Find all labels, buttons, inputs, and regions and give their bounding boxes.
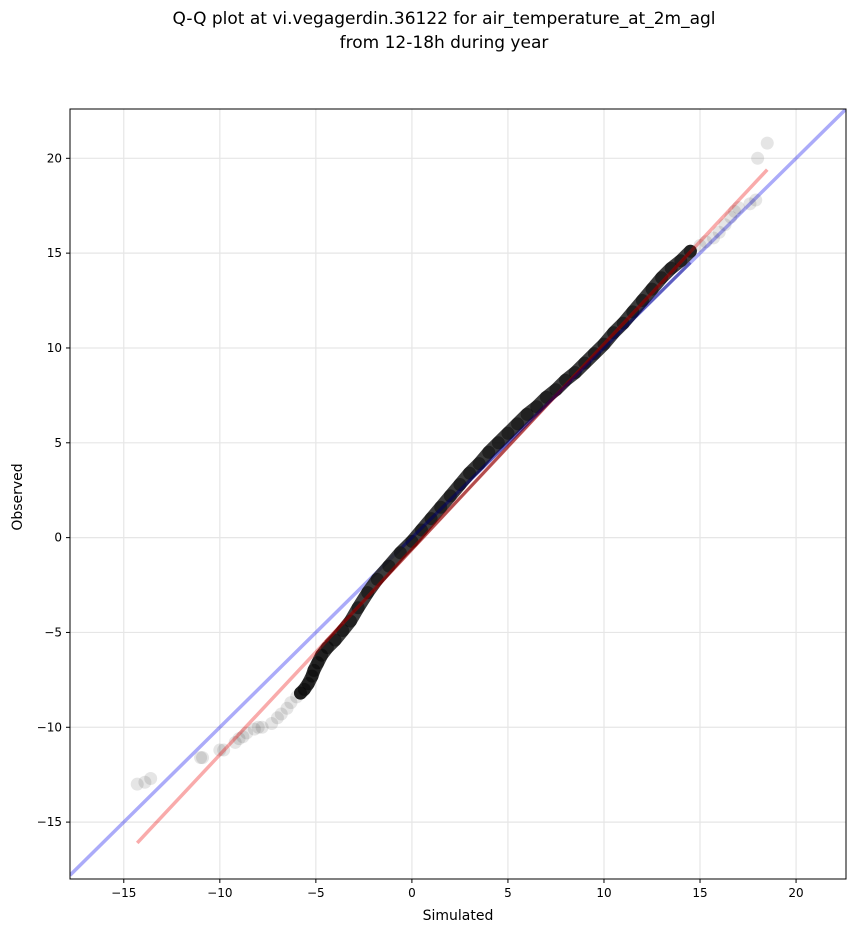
quantile-point: [511, 417, 525, 431]
y-tick-label: −15: [37, 815, 62, 829]
fit-line-overlay: [324, 250, 692, 643]
quantile-point: [274, 707, 288, 721]
y-tick-label: 10: [47, 341, 62, 355]
x-tick-label: −15: [111, 886, 136, 900]
y-axis-label: Observed: [10, 463, 26, 530]
quantile-point: [443, 489, 457, 503]
quantile-point: [311, 656, 325, 670]
quantile-point: [130, 777, 144, 791]
quantile-point: [749, 193, 763, 207]
quantile-point: [393, 546, 407, 560]
quantile-point: [265, 716, 279, 730]
chart-title-line-1: Q-Q plot at vi.vegagerdin.36122 for air_…: [172, 9, 715, 29]
quantile-point: [293, 686, 307, 700]
quantile-point: [320, 641, 334, 655]
plot-area: [70, 109, 846, 877]
quantile-point: [194, 751, 208, 765]
axis-ticks: −15 −10 −5 0 5 10 15 20 −15 −10 −5 0 5 10 15 20: [37, 151, 804, 900]
x-tick-label: 5: [504, 886, 512, 900]
y-tick-label: −5: [44, 625, 62, 639]
grid-lines: [70, 109, 846, 879]
quantile-point: [482, 445, 496, 459]
quantile-point: [217, 743, 231, 757]
quantile-point: [731, 201, 745, 215]
quantile-point: [196, 751, 210, 765]
quantile-point: [415, 523, 429, 537]
quantile-point: [724, 210, 738, 224]
quantile-point: [305, 669, 319, 683]
x-tick-label: −10: [207, 886, 232, 900]
quantile-point: [434, 500, 448, 514]
x-tick-label: 0: [408, 886, 416, 900]
quantile-point: [645, 282, 659, 296]
quantile-point: [501, 426, 515, 440]
quantile-point: [236, 730, 250, 744]
quantile-point: [491, 436, 505, 450]
quantile-point: [728, 204, 742, 218]
quantile-point: [712, 225, 726, 239]
quantile-point: [706, 231, 720, 245]
x-tick-label: 20: [788, 886, 803, 900]
quantile-point: [251, 720, 265, 734]
quantile-point: [213, 743, 227, 757]
quantile-point: [297, 682, 311, 696]
quantile-point: [760, 136, 774, 150]
quantile-point: [270, 711, 284, 725]
quantile-point: [718, 218, 732, 232]
quantile-point: [743, 197, 757, 211]
quantile-point: [453, 478, 467, 492]
x-tick-label: −5: [307, 886, 325, 900]
quantile-point: [361, 586, 375, 600]
quantile-point: [255, 720, 269, 734]
identity-line-overlay: [401, 261, 692, 549]
y-tick-label: 0: [54, 531, 62, 545]
quantile-point: [693, 239, 707, 253]
quantile-point: [284, 696, 298, 710]
quantile-point: [290, 690, 304, 704]
x-axis-label: Simulated: [423, 908, 494, 924]
quantile-point: [315, 648, 329, 662]
quantile-point: [463, 466, 477, 480]
quantile-point: [530, 400, 544, 414]
quantile-point: [280, 701, 294, 715]
quantile-point: [635, 294, 649, 308]
x-tick-label: 15: [692, 886, 707, 900]
y-tick-label: 20: [47, 151, 62, 165]
y-tick-label: −10: [37, 720, 62, 734]
chart-title-line-2: from 12-18h during year: [340, 33, 549, 53]
quantile-point: [307, 663, 321, 677]
x-tick-label: 10: [596, 886, 611, 900]
quantile-point: [144, 771, 158, 785]
quantile-point: [424, 512, 438, 526]
quantile-point: [301, 677, 315, 691]
plot-frame: [69, 108, 847, 880]
quantile-point: [240, 726, 254, 740]
quantile-point: [138, 775, 152, 789]
quantile-point: [472, 457, 486, 471]
quantile-point: [247, 722, 261, 736]
quantile-point: [520, 407, 534, 421]
quantile-point: [228, 735, 242, 749]
quantile-point: [232, 732, 246, 746]
quantile-point: [751, 151, 765, 165]
quantile-point: [699, 235, 713, 249]
y-tick-label: 5: [54, 436, 62, 450]
quantile-point: [664, 261, 678, 275]
y-tick-label: 15: [47, 246, 62, 260]
